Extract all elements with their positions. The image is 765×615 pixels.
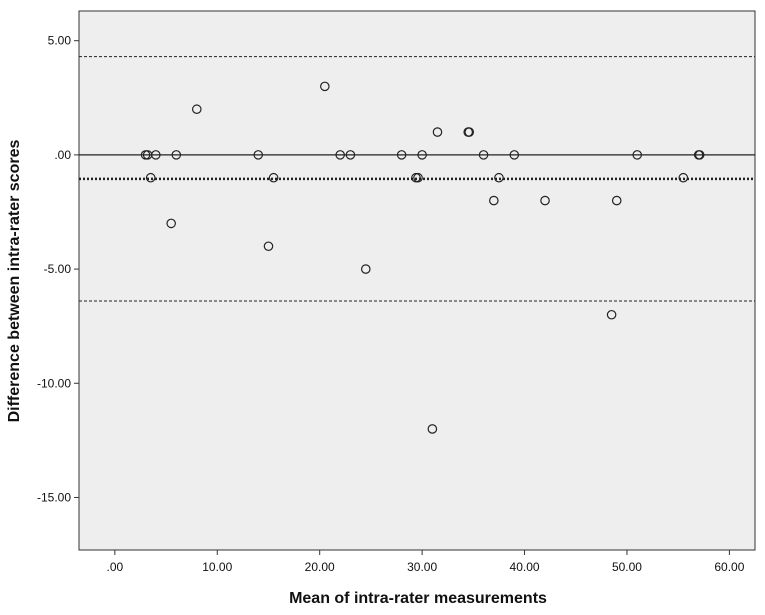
data-point: [494, 172, 504, 183]
y-tick-label: -10.00: [37, 376, 71, 390]
x-tick-label: 40.00: [510, 560, 540, 574]
data-point: [360, 264, 371, 274]
data-point: [145, 172, 156, 183]
data-point: [694, 150, 705, 160]
data-point: [478, 150, 489, 160]
reference-lines: [79, 56, 755, 302]
y-tick-label: 5.00: [48, 34, 72, 48]
data-point: [413, 172, 423, 183]
data-point: [191, 104, 202, 115]
y-tick-label: -5.00: [44, 262, 72, 276]
data-point: [171, 150, 182, 160]
x-tick-label: .00: [107, 560, 124, 574]
data-point: [611, 195, 622, 206]
data-point: [268, 172, 279, 183]
data-point: [417, 150, 427, 160]
data-point: [606, 309, 617, 320]
data-point: [632, 150, 643, 160]
data-point: [345, 150, 356, 160]
data-point: [678, 172, 689, 183]
x-axis: .00 10.00 20.00 30.00 40.00 50.00 60.00: [107, 550, 745, 574]
x-tick-label: 60.00: [714, 560, 744, 574]
data-point: [396, 150, 407, 160]
x-tick-label: 10.00: [202, 560, 232, 574]
data-point: [432, 127, 443, 137]
x-axis-title: Mean of intra-rater measurements: [289, 590, 547, 607]
x-tick-label: 50.00: [612, 560, 642, 574]
data-point: [151, 150, 161, 160]
data-point: [320, 81, 330, 92]
data-point: [263, 241, 274, 252]
y-axis-title: Difference between intra-rater scores: [6, 140, 23, 423]
data-point: [540, 195, 550, 206]
plot-area: [78, 10, 756, 551]
y-tick-label: .00: [54, 148, 71, 162]
data-point: [427, 424, 438, 434]
data-point: [335, 150, 345, 160]
data-point: [253, 150, 264, 160]
data-point: [464, 127, 475, 137]
data-point: [489, 195, 499, 206]
data-points: [140, 81, 705, 434]
data-point: [509, 150, 520, 160]
y-axis: 5.00 .00 -5.00 -10.00 -15.00: [37, 34, 79, 504]
y-tick-label: -15.00: [37, 490, 71, 504]
x-tick-label: 30.00: [407, 560, 437, 574]
x-tick-label: 20.00: [305, 560, 335, 574]
data-point: [166, 218, 176, 229]
